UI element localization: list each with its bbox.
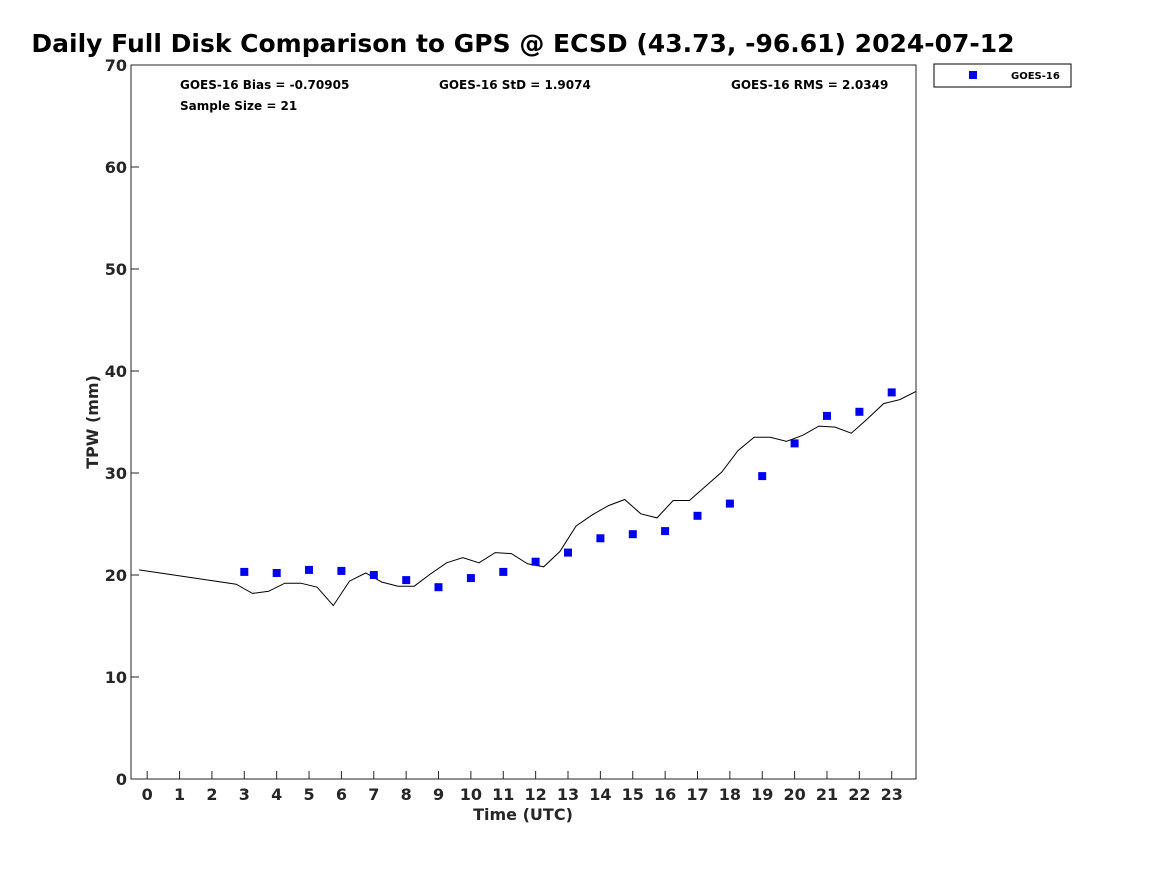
goes-16-point	[305, 565, 313, 574]
goes-16-point	[628, 530, 637, 539]
goes-16-point	[725, 499, 734, 508]
x-tick-label: 17	[686, 785, 708, 804]
rms-stat: GOES-16 RMS = 2.0349	[731, 78, 888, 92]
y-tick-label: 30	[105, 464, 127, 483]
goes-16-marker-layer	[240, 388, 896, 592]
x-tick-label: 20	[783, 785, 805, 804]
legend-marker-goes-16	[969, 71, 977, 79]
goes-16-point	[887, 388, 896, 397]
goes-16-point	[240, 567, 249, 576]
x-tick-label: 22	[848, 785, 870, 804]
x-tick-label: 6	[336, 785, 347, 804]
std-stat: GOES-16 StD = 1.9074	[439, 78, 591, 92]
y-axis-label: TPW (mm)	[83, 375, 102, 469]
x-tick-label: 15	[622, 785, 644, 804]
goes-16-point	[693, 511, 702, 520]
goes-16-point	[661, 527, 670, 536]
y-tick-label: 50	[105, 260, 127, 279]
x-tick-label: 4	[271, 785, 282, 804]
x-tick-label: 3	[239, 785, 250, 804]
legend-label-goes-16: GOES-16	[1011, 71, 1060, 82]
y-tick-label: 10	[105, 668, 127, 687]
x-tick-label: 7	[368, 785, 379, 804]
goes-16-point	[434, 583, 443, 592]
x-tick-label: 1	[174, 785, 185, 804]
y-tick-label: 40	[105, 362, 127, 381]
goes-16-point	[337, 566, 346, 575]
y-tick-label: 60	[105, 158, 127, 177]
goes-16-point	[402, 576, 411, 585]
x-tick-label: 16	[654, 785, 676, 804]
goes-16-point	[790, 439, 799, 448]
y-tick-label: 70	[105, 56, 127, 75]
goes-16-point	[531, 557, 540, 566]
gps-line-layer	[139, 390, 917, 607]
x-tick-label: 10	[460, 785, 482, 804]
x-tick-label: 5	[303, 785, 314, 804]
x-tick-label: 12	[525, 785, 547, 804]
y-tick-label: 0	[116, 770, 127, 789]
legend-box	[933, 63, 1072, 88]
x-tick-label: 8	[401, 785, 412, 804]
bias-stat: GOES-16 Bias = -0.70905	[180, 78, 349, 92]
x-tick-label: 0	[142, 785, 153, 804]
x-tick-label: 11	[492, 785, 514, 804]
goes-16-point	[369, 571, 378, 579]
x-tick-label: 21	[816, 785, 838, 804]
goes-16-point	[499, 567, 508, 576]
goes-16-point	[596, 534, 605, 543]
sample-size-stat: Sample Size = 21	[180, 99, 297, 113]
x-tick-label: 18	[719, 785, 741, 804]
x-tick-label: 2	[206, 785, 217, 804]
goes-16-point	[758, 472, 767, 481]
goes-16-point	[823, 411, 831, 420]
goes-16-point	[466, 574, 475, 583]
goes-16-point	[272, 569, 281, 577]
x-tick-label: 19	[751, 785, 773, 804]
plot-area	[130, 64, 917, 780]
legend: GOES-16	[933, 63, 1072, 88]
goes-16-point	[564, 548, 572, 557]
y-tick-label: 20	[105, 566, 127, 585]
x-tick-label: 23	[881, 785, 903, 804]
x-tick-label: 14	[589, 785, 611, 804]
x-axis: 0 1 2 3 4 5 6 7 8 9 10 11 12 13 14 15 16 17 18 19 20 21 22 23	[142, 771, 903, 804]
x-tick-label: 13	[557, 785, 579, 804]
x-axis-label: Time (UTC)	[473, 805, 573, 824]
x-tick-label: 9	[433, 785, 444, 804]
plot-frame	[130, 64, 917, 780]
y-axis: 0 10 20 30 40 50 60 70	[105, 56, 139, 789]
gps-line	[139, 390, 917, 607]
goes-16-point	[855, 407, 864, 416]
chart-title: Daily Full Disk Comparison to GPS @ ECSD…	[31, 29, 1014, 58]
